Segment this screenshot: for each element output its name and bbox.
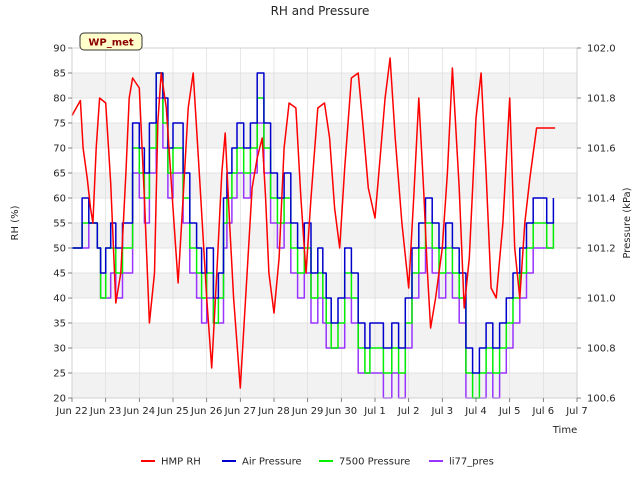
plot-band bbox=[72, 248, 577, 273]
x-axis-ticks: Jun 22 Jun 23 Jun 24 Jun 25 Jun 26 Jun 27 Jun … bbox=[55, 398, 588, 417]
right-tick-label: 101.2 bbox=[587, 244, 616, 255]
right-tick-label: 102.0 bbox=[587, 44, 616, 55]
plot-band bbox=[72, 173, 577, 198]
x-tick-label: Jul 5 bbox=[498, 406, 521, 417]
left-tick-label: 40 bbox=[53, 294, 66, 305]
legend-label: li77_pres bbox=[449, 457, 494, 468]
left-tick-label: 55 bbox=[53, 219, 66, 230]
x-tick-label: Jun 24 bbox=[123, 406, 156, 417]
x-tick-label: Jun 22 bbox=[55, 406, 88, 417]
series-line-hmp-rh bbox=[71, 57, 556, 389]
plot-band bbox=[72, 273, 577, 298]
plot-band bbox=[72, 98, 577, 123]
station-badge: WP_met bbox=[79, 32, 143, 51]
plot-band bbox=[72, 198, 577, 223]
left-tick-label: 45 bbox=[53, 269, 66, 280]
legend-item: HMP RH bbox=[141, 457, 201, 468]
legend-label: 7500 Pressure bbox=[339, 457, 410, 468]
right-tick-label: 100.6 bbox=[587, 394, 616, 405]
right-tick-label: 101.0 bbox=[587, 294, 616, 305]
x-tick-label: Jul 1 bbox=[363, 406, 386, 417]
station-badge-label: WP_met bbox=[88, 38, 134, 49]
left-tick-label: 20 bbox=[53, 394, 66, 405]
x-axis-label: Time bbox=[552, 425, 577, 436]
x-tick-label: Jun 30 bbox=[325, 406, 358, 417]
left-tick-label: 35 bbox=[53, 319, 66, 330]
legend-item: 7500 Pressure bbox=[319, 457, 410, 468]
left-tick-label: 25 bbox=[53, 369, 66, 380]
plot-band bbox=[72, 148, 577, 173]
left-tick-label: 90 bbox=[53, 44, 66, 55]
legend: HMP RH Air Pressure 7500 Pressure li77_pres bbox=[141, 457, 494, 468]
left-tick-label: 50 bbox=[53, 244, 66, 255]
plot-band bbox=[72, 373, 577, 398]
right-axis-label: Pressure (kPa) bbox=[622, 187, 633, 258]
right-tick-label: 101.6 bbox=[587, 144, 616, 155]
right-tick-label: 101.8 bbox=[587, 94, 616, 105]
series-line-air-pressure bbox=[72, 72, 555, 374]
left-tick-label: 30 bbox=[53, 344, 66, 355]
plot-band bbox=[72, 323, 577, 348]
right-axis-ticks: 100.6 100.8 101.0 101.2 101.4 101.6 101.8 102.0 bbox=[577, 44, 616, 405]
x-tick-label: Jun 29 bbox=[291, 406, 324, 417]
legend-label: Air Pressure bbox=[242, 457, 302, 468]
plot-band bbox=[72, 123, 577, 148]
series-lines bbox=[71, 57, 556, 399]
plot-band bbox=[72, 48, 577, 73]
chart-title: RH and Pressure bbox=[271, 4, 370, 18]
x-tick-label: Jun 23 bbox=[89, 406, 122, 417]
legend-label: HMP RH bbox=[161, 457, 201, 468]
left-tick-label: 75 bbox=[53, 119, 66, 130]
plot-band bbox=[72, 73, 577, 98]
x-tick-label: Jul 2 bbox=[397, 406, 420, 417]
left-axis-label: RH (%) bbox=[10, 205, 21, 240]
series-line-li77-pres bbox=[72, 97, 554, 399]
x-tick-label: Jun 28 bbox=[257, 406, 290, 417]
station-badge-box bbox=[79, 32, 143, 51]
legend-item: li77_pres bbox=[429, 457, 494, 468]
left-tick-label: 65 bbox=[53, 169, 66, 180]
x-tick-label: Jul 7 bbox=[565, 406, 588, 417]
plot-band bbox=[72, 348, 577, 373]
x-tick-label: Jul 6 bbox=[532, 406, 555, 417]
x-tick-label: Jun 25 bbox=[156, 406, 189, 417]
legend-item: Air Pressure bbox=[222, 457, 302, 468]
x-tick-label: Jul 3 bbox=[431, 406, 454, 417]
left-tick-label: 60 bbox=[53, 194, 66, 205]
right-tick-label: 101.4 bbox=[587, 194, 616, 205]
right-tick-label: 100.8 bbox=[587, 344, 616, 355]
x-tick-label: Jun 27 bbox=[224, 406, 257, 417]
left-axis-ticks: 20 25 30 35 40 45 50 55 60 65 70 75 80 85 90 bbox=[53, 44, 72, 405]
left-tick-label: 85 bbox=[53, 69, 66, 80]
left-tick-label: 70 bbox=[53, 144, 66, 155]
left-tick-label: 80 bbox=[53, 94, 66, 105]
x-tick-label: Jul 4 bbox=[464, 406, 487, 417]
x-tick-label: Jun 26 bbox=[190, 406, 223, 417]
plot-band bbox=[72, 298, 577, 323]
